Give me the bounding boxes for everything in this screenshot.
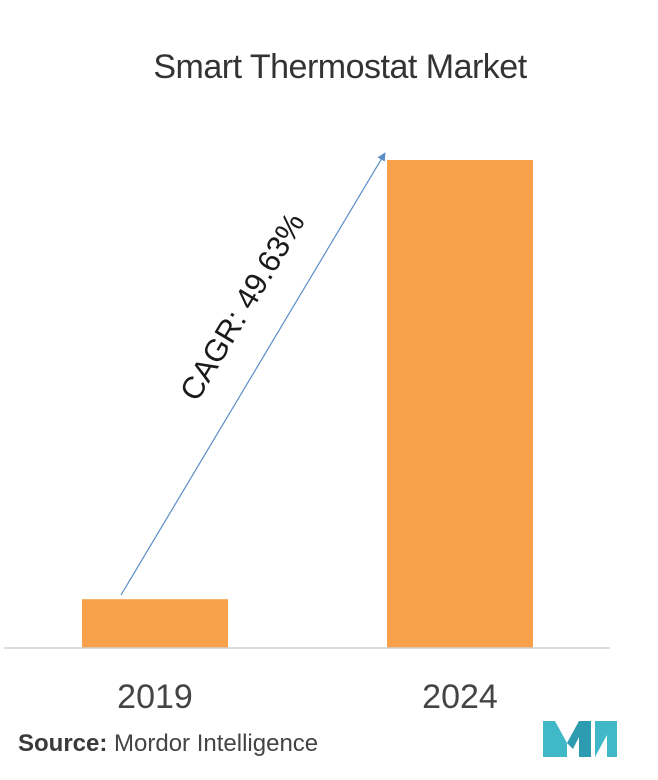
mordor-intelligence-logo-icon xyxy=(543,721,617,757)
cagr-annotation: CAGR: 49.63% xyxy=(173,207,312,407)
source-text: Mordor Intelligence xyxy=(114,730,319,757)
x-tick-label-2024: 2024 xyxy=(422,678,498,715)
x-tick-label-2019: 2019 xyxy=(117,678,193,715)
source-line: Source: Mordor Intelligence xyxy=(18,730,318,758)
bar-chart: 2019 2024 CAGR: 49.63% xyxy=(4,152,610,715)
source-label: Source: xyxy=(18,730,108,757)
chart-title: Smart Thermostat Market xyxy=(153,48,527,86)
cagr-arrow xyxy=(120,152,386,596)
bar-2024 xyxy=(387,160,533,648)
bar-2019 xyxy=(82,599,228,648)
